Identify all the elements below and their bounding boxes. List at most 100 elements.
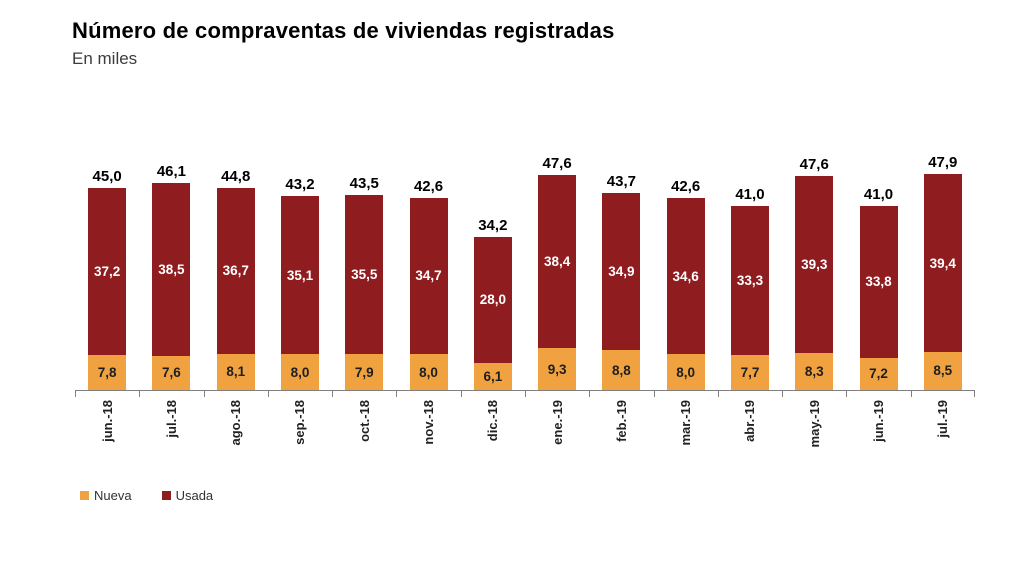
x-axis-label-cell: jun.-19 xyxy=(846,396,910,476)
x-axis-ticks xyxy=(75,391,975,398)
x-axis-label-cell: jun.-18 xyxy=(75,396,139,476)
total-value-label: 41,0 xyxy=(735,185,765,203)
axis-tick xyxy=(396,391,398,397)
nueva-value-label: 7,2 xyxy=(869,366,888,382)
axis-tick xyxy=(267,391,269,397)
axis-tick xyxy=(332,391,334,397)
nueva-segment: 8,3 xyxy=(795,352,834,390)
x-axis-label-cell: feb.-19 xyxy=(589,396,653,476)
usada-segment: 28,0 xyxy=(473,236,512,363)
x-axis-label: abr.-19 xyxy=(742,400,758,442)
bar-column: 41,0 33,8 7,2 xyxy=(846,151,910,390)
usada-value-label: 38,4 xyxy=(543,254,571,270)
bar-column: 43,7 34,9 8,8 xyxy=(589,151,653,390)
chart-header: Número de compraventas de viviendas regi… xyxy=(72,18,615,69)
total-value-label: 44,8 xyxy=(221,168,251,186)
axis-tick xyxy=(974,391,975,397)
legend-item-nueva: Nueva xyxy=(80,488,132,503)
nueva-value-label: 8,0 xyxy=(676,364,696,380)
nueva-segment: 8,8 xyxy=(602,350,641,390)
nueva-value-label: 9,3 xyxy=(547,361,567,377)
axis-tick xyxy=(782,391,784,397)
bar-column: 42,6 34,7 8,0 xyxy=(396,151,460,390)
x-axis-label-cell: dic.-18 xyxy=(461,396,525,476)
usada-value-label: 35,5 xyxy=(351,267,378,283)
total-value-label: 47,9 xyxy=(928,154,958,172)
x-axis-label-cell: abr.-19 xyxy=(718,396,782,476)
nueva-segment: 9,3 xyxy=(538,348,577,390)
axis-tick xyxy=(75,391,76,397)
x-axis-label: dic.-18 xyxy=(485,400,501,442)
x-axis-label: feb.-19 xyxy=(613,400,629,442)
x-axis-label-cell: sep.-18 xyxy=(268,396,332,476)
bar-column: 47,6 39,3 8,3 xyxy=(782,151,846,390)
legend: Nueva Usada xyxy=(80,488,213,503)
nueva-segment: 8,0 xyxy=(280,354,319,390)
usada-segment: 39,3 xyxy=(795,175,834,353)
x-axis-label: mar.-19 xyxy=(678,400,694,446)
x-axis-label-cell: jul.-18 xyxy=(139,396,203,476)
bar-column: 47,6 38,4 9,3 xyxy=(525,151,589,390)
nueva-segment: 8,1 xyxy=(216,353,255,390)
usada-value-label: 34,6 xyxy=(672,268,699,284)
usada-value-label: 39,4 xyxy=(929,255,956,271)
usada-value-label: 39,3 xyxy=(801,256,828,272)
bar-column: 34,2 28,0 6,1 xyxy=(461,151,525,390)
nueva-segment: 8,0 xyxy=(666,354,705,390)
usada-segment: 39,4 xyxy=(923,174,962,352)
nueva-segment: 6,1 xyxy=(473,362,512,390)
bar-column: 46,1 38,5 7,6 xyxy=(139,151,203,390)
usada-value-label: 34,7 xyxy=(415,268,442,284)
x-axis-label-cell: ago.-18 xyxy=(204,396,268,476)
nueva-segment: 8,0 xyxy=(409,354,448,390)
bar-column: 43,2 35,1 8,0 xyxy=(268,151,332,390)
x-axis-label-cell: jul.-19 xyxy=(911,396,975,476)
nueva-value-label: 7,6 xyxy=(162,365,181,381)
usada-value-label: 35,1 xyxy=(286,267,314,283)
nueva-value-label: 8,0 xyxy=(419,364,438,380)
total-value-label: 34,2 xyxy=(478,216,508,234)
usada-value-label: 37,2 xyxy=(94,263,121,279)
axis-tick xyxy=(717,391,719,397)
usada-segment: 33,3 xyxy=(730,205,769,356)
x-axis-label: may.-19 xyxy=(806,400,822,448)
usada-value-label: 33,3 xyxy=(736,272,764,288)
nueva-segment: 7,7 xyxy=(730,355,769,390)
axis-tick xyxy=(203,391,205,397)
total-value-label: 43,2 xyxy=(285,176,315,194)
nueva-segment: 7,9 xyxy=(345,354,384,390)
usada-segment: 35,5 xyxy=(345,194,384,355)
nueva-value-label: 7,8 xyxy=(97,364,117,380)
total-value-label: 42,6 xyxy=(413,177,444,195)
nueva-value-label: 8,3 xyxy=(804,363,824,379)
x-axis-label-cell: may.-19 xyxy=(782,396,846,476)
axis-tick xyxy=(910,391,912,397)
bar-column: 44,8 36,7 8,1 xyxy=(204,151,268,390)
nueva-legend-swatch xyxy=(80,491,89,500)
usada-segment: 34,7 xyxy=(409,197,448,354)
axis-tick xyxy=(460,391,462,397)
chart-subtitle: En miles xyxy=(72,49,138,68)
nueva-value-label: 6,1 xyxy=(483,368,503,384)
bar-column: 47,9 39,4 8,5 xyxy=(911,151,975,390)
nueva-segment: 7,8 xyxy=(88,354,127,390)
usada-value-label: 34,9 xyxy=(608,264,635,280)
x-axis-label: ago.-18 xyxy=(228,400,244,446)
x-axis-label: jun.-19 xyxy=(871,400,887,442)
nueva-value-label: 8,0 xyxy=(290,364,310,380)
usada-value-label: 36,7 xyxy=(222,263,249,279)
usada-segment: 34,6 xyxy=(666,198,705,354)
usada-segment: 37,2 xyxy=(88,187,127,355)
axis-tick xyxy=(846,391,848,397)
usada-segment: 35,1 xyxy=(280,196,319,354)
nueva-value-label: 8,5 xyxy=(933,363,953,379)
usada-legend-label: Usada xyxy=(175,488,214,503)
total-value-label: 42,6 xyxy=(671,178,701,196)
usada-legend-swatch xyxy=(161,491,171,500)
x-axis-label-cell: mar.-19 xyxy=(654,396,718,476)
x-axis-labels: jun.-18 jul.-18 ago.-18 sep.-18 oct.-18 nov.-… xyxy=(75,396,975,476)
usada-segment: 38,5 xyxy=(152,182,191,356)
x-axis-label-cell: ene.-19 xyxy=(525,396,589,476)
nueva-legend-label: Nueva xyxy=(94,488,132,503)
